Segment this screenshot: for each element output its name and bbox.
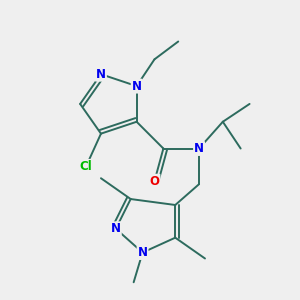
- Text: N: N: [138, 246, 148, 259]
- Text: N: N: [111, 222, 121, 235]
- Text: N: N: [132, 80, 142, 93]
- Text: N: N: [194, 142, 204, 155]
- Text: Cl: Cl: [80, 160, 92, 173]
- Text: O: O: [149, 175, 160, 188]
- Text: N: N: [96, 68, 106, 81]
